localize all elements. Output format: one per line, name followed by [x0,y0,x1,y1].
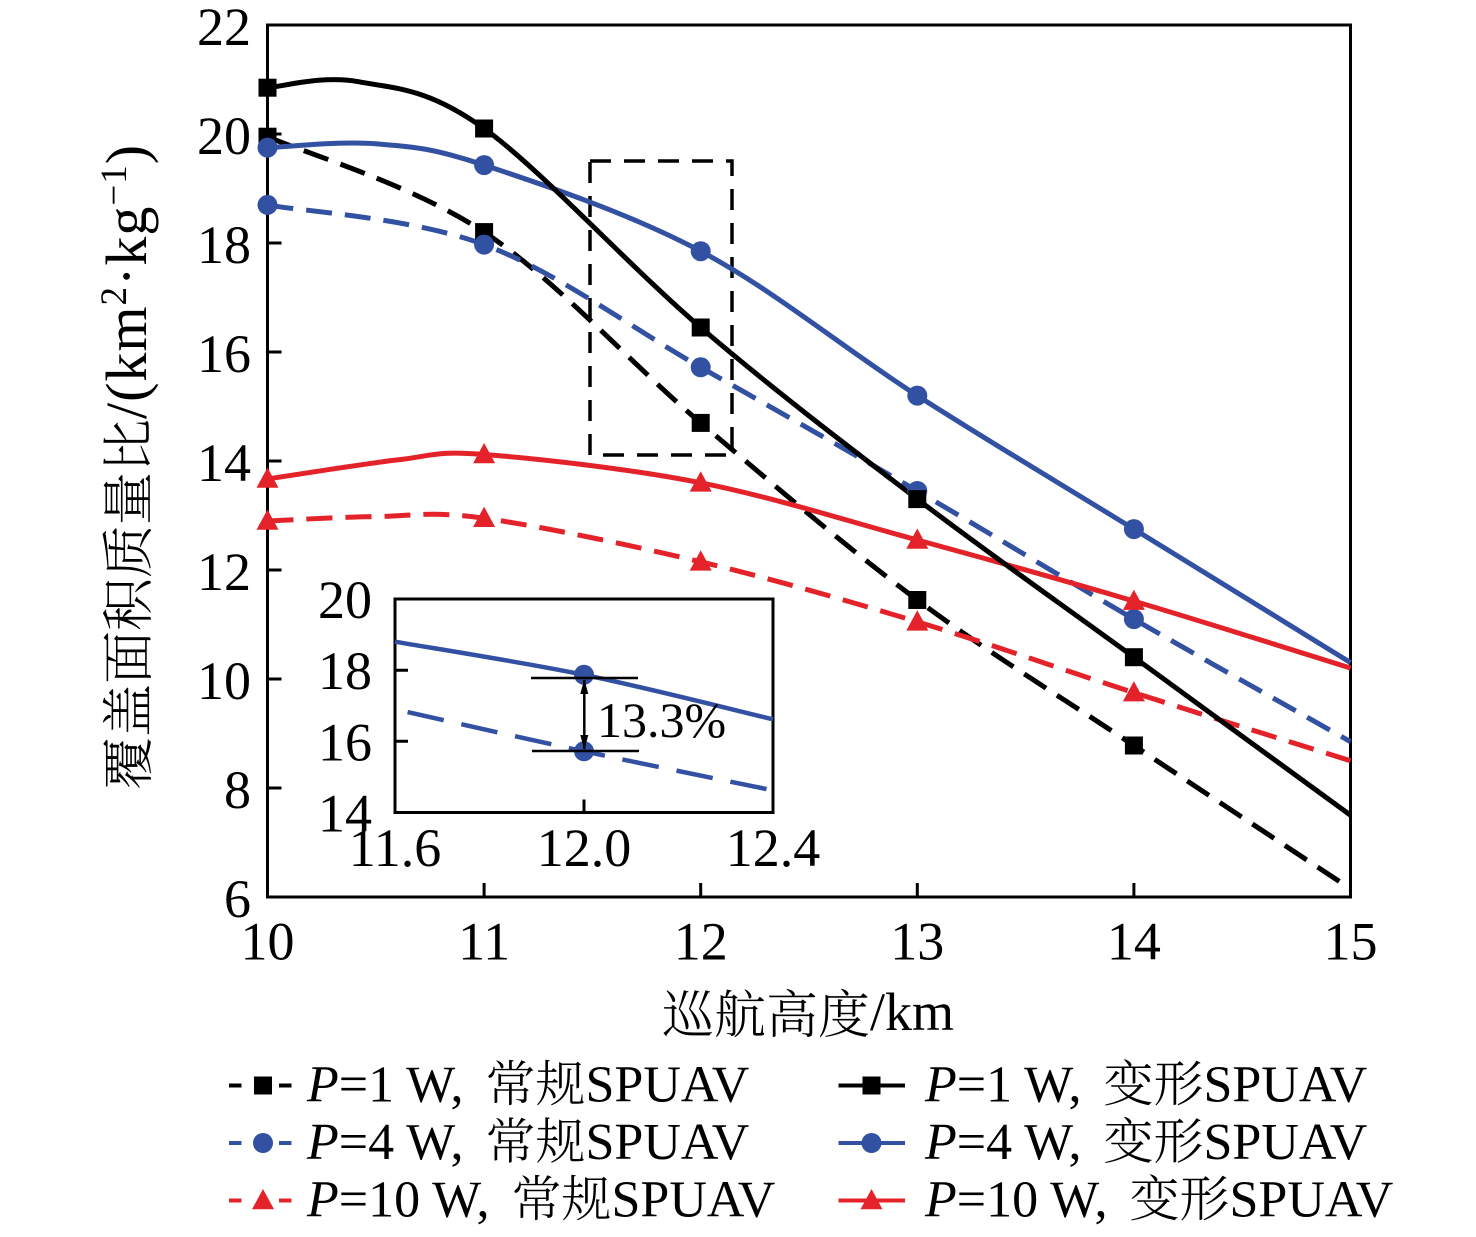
svg-text:P=1 W,: P=1 W, [924,1057,1081,1114]
svg-text:6: 6 [224,869,251,929]
svg-text:16: 16 [318,712,372,772]
svg-text:10: 10 [241,912,295,972]
svg-text:12: 12 [197,542,251,602]
svg-text:13: 13 [890,912,944,972]
svg-text:20: 20 [197,106,251,166]
svg-text:P=10 W,: P=10 W, [924,1172,1107,1229]
svg-text:SPUAV: SPUAV [586,1057,750,1114]
svg-text:P=1 W,: P=1 W, [306,1057,463,1114]
svg-text:P=10 W,: P=10 W, [306,1172,489,1229]
svg-text:11: 11 [458,912,510,972]
svg-text:SPUAV: SPUAV [1230,1172,1394,1229]
svg-text:18: 18 [318,641,372,701]
svg-text:P=4 W,: P=4 W, [924,1114,1081,1171]
svg-text:/km: /km [870,982,954,1042]
svg-text:12.4: 12.4 [726,818,821,878]
svg-text:13.3%: 13.3% [597,692,726,748]
svg-text:15: 15 [1324,912,1378,972]
svg-text:SPUAV: SPUAV [586,1114,750,1171]
svg-text:22: 22 [197,0,251,57]
svg-text:12.0: 12.0 [537,818,632,878]
svg-text:SPUAV: SPUAV [612,1172,776,1229]
svg-text:P=4 W,: P=4 W, [306,1114,463,1171]
svg-text:20: 20 [318,570,372,630]
svg-text:18: 18 [197,215,251,275]
svg-text:14: 14 [197,433,251,493]
svg-text:16: 16 [197,324,251,384]
svg-text:8: 8 [224,760,251,820]
svg-text:14: 14 [1107,912,1161,972]
svg-text:11.6: 11.6 [349,818,442,878]
svg-text:SPUAV: SPUAV [1204,1057,1368,1114]
svg-text:14: 14 [318,784,372,844]
svg-text:SPUAV: SPUAV [1204,1114,1368,1171]
svg-text:10: 10 [197,651,251,711]
svg-text:12: 12 [674,912,728,972]
